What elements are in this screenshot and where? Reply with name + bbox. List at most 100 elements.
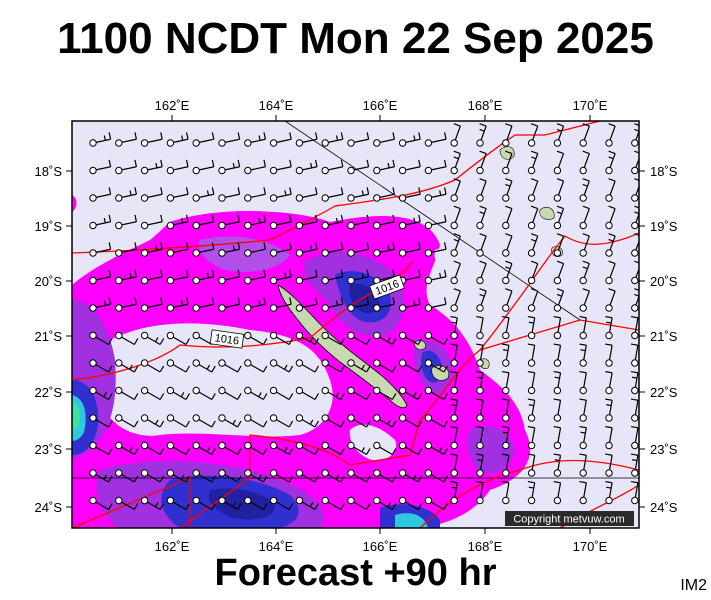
wind-barb (450, 205, 461, 230)
wind-barb (192, 214, 215, 230)
wind-barb (373, 132, 395, 147)
wind-barb (295, 414, 320, 428)
wind-barb (115, 414, 139, 428)
vanuatu-island-2 (539, 206, 555, 220)
wind-barb (192, 242, 215, 257)
wind-barb (89, 414, 113, 428)
wind-barb (115, 496, 139, 511)
lon-label-bottom: 164˚E (259, 539, 294, 554)
wind-barb (192, 386, 216, 401)
wind-barb (166, 297, 189, 312)
wind-barb (631, 123, 639, 147)
wind-barb (89, 496, 113, 511)
wind-barb (424, 214, 447, 230)
wind-barb (373, 187, 395, 202)
wind-barb (424, 159, 447, 175)
lat-label-right: 24˚S (650, 500, 678, 515)
wind-barb (424, 269, 447, 285)
wind-barb (527, 123, 539, 147)
wind-barb (347, 441, 371, 456)
lon-label-top: 168˚E (468, 98, 503, 113)
wind-barb (347, 159, 370, 175)
wind-barb (244, 269, 266, 285)
wind-barb (373, 242, 395, 257)
wind-barb (579, 178, 590, 202)
wind-barb (89, 386, 113, 401)
lon-label-bottom: 168˚E (468, 539, 503, 554)
isobar-label-2: 1016 (209, 329, 245, 349)
wind-barb (269, 441, 294, 456)
lon-label-top: 166˚E (363, 98, 398, 113)
wind-barb (424, 469, 449, 483)
wind-barb (115, 469, 139, 483)
wind-barb (347, 242, 370, 257)
wind-barb (218, 297, 241, 312)
wind-barb (424, 414, 449, 428)
wind-barb (192, 359, 216, 373)
wind-barb (630, 370, 639, 395)
wind-barb (218, 469, 242, 483)
wind-barb (321, 242, 344, 257)
wind-barb (553, 315, 562, 340)
wind-barb (295, 187, 318, 202)
wind-barb (424, 359, 449, 373)
wind-barb (450, 480, 458, 505)
lat-label-right: 21˚S (650, 329, 678, 344)
wind-barb (424, 441, 449, 456)
wind-barb (166, 132, 189, 147)
wind-barb (527, 260, 539, 285)
wind-barb (269, 214, 292, 230)
wind-barb (269, 386, 294, 401)
wind-barb (605, 453, 613, 477)
wind-barb (605, 480, 613, 505)
wind-barb (192, 297, 215, 312)
wind-barb (192, 132, 215, 147)
wind-barb (605, 343, 613, 367)
wind-barb (502, 288, 513, 312)
wind-barb (140, 297, 163, 312)
wind-barb (398, 331, 423, 346)
wind-barb (347, 414, 371, 428)
wind-barb (501, 480, 510, 505)
wind-barb (140, 187, 163, 202)
wind-barb (527, 315, 536, 340)
wind-barb (244, 242, 266, 257)
wind-barb (295, 386, 320, 401)
wind-barb (115, 132, 137, 147)
wind-barb (373, 297, 395, 312)
wind-barb (115, 159, 137, 175)
wind-barb (424, 386, 449, 401)
wind-barb (527, 343, 536, 367)
wind-barb (321, 297, 344, 312)
wind-barb (115, 297, 137, 312)
wind-barb (450, 150, 461, 175)
wind-barb (605, 150, 616, 175)
wind-barb (398, 469, 423, 483)
lat-label-left: 24˚S (35, 500, 63, 515)
wind-barb (244, 187, 266, 202)
wind-barb (218, 132, 241, 147)
wind-barb (347, 386, 371, 401)
wind-barb (398, 496, 423, 511)
wind-barb (424, 297, 447, 312)
wind-barb (605, 315, 613, 340)
wind-barb (115, 359, 139, 373)
wind-barb (527, 150, 539, 175)
wind-barb (295, 297, 318, 312)
lat-label-right: 20˚S (650, 274, 678, 289)
wind-barb (192, 496, 216, 511)
wind-barb (295, 269, 318, 285)
wind-barb (502, 178, 513, 202)
wind-barb (140, 331, 165, 346)
wind-barb (450, 453, 458, 477)
lat-label-left: 18˚S (35, 164, 63, 179)
wind-barb (631, 205, 639, 230)
wind-barb (502, 233, 513, 257)
wind-barb (347, 132, 370, 147)
wind-barb (450, 315, 458, 340)
wind-barb (373, 214, 395, 230)
wind-barb (166, 214, 189, 230)
wind-barb (269, 187, 292, 202)
wind-barb (476, 480, 484, 505)
wind-barb (501, 315, 510, 340)
